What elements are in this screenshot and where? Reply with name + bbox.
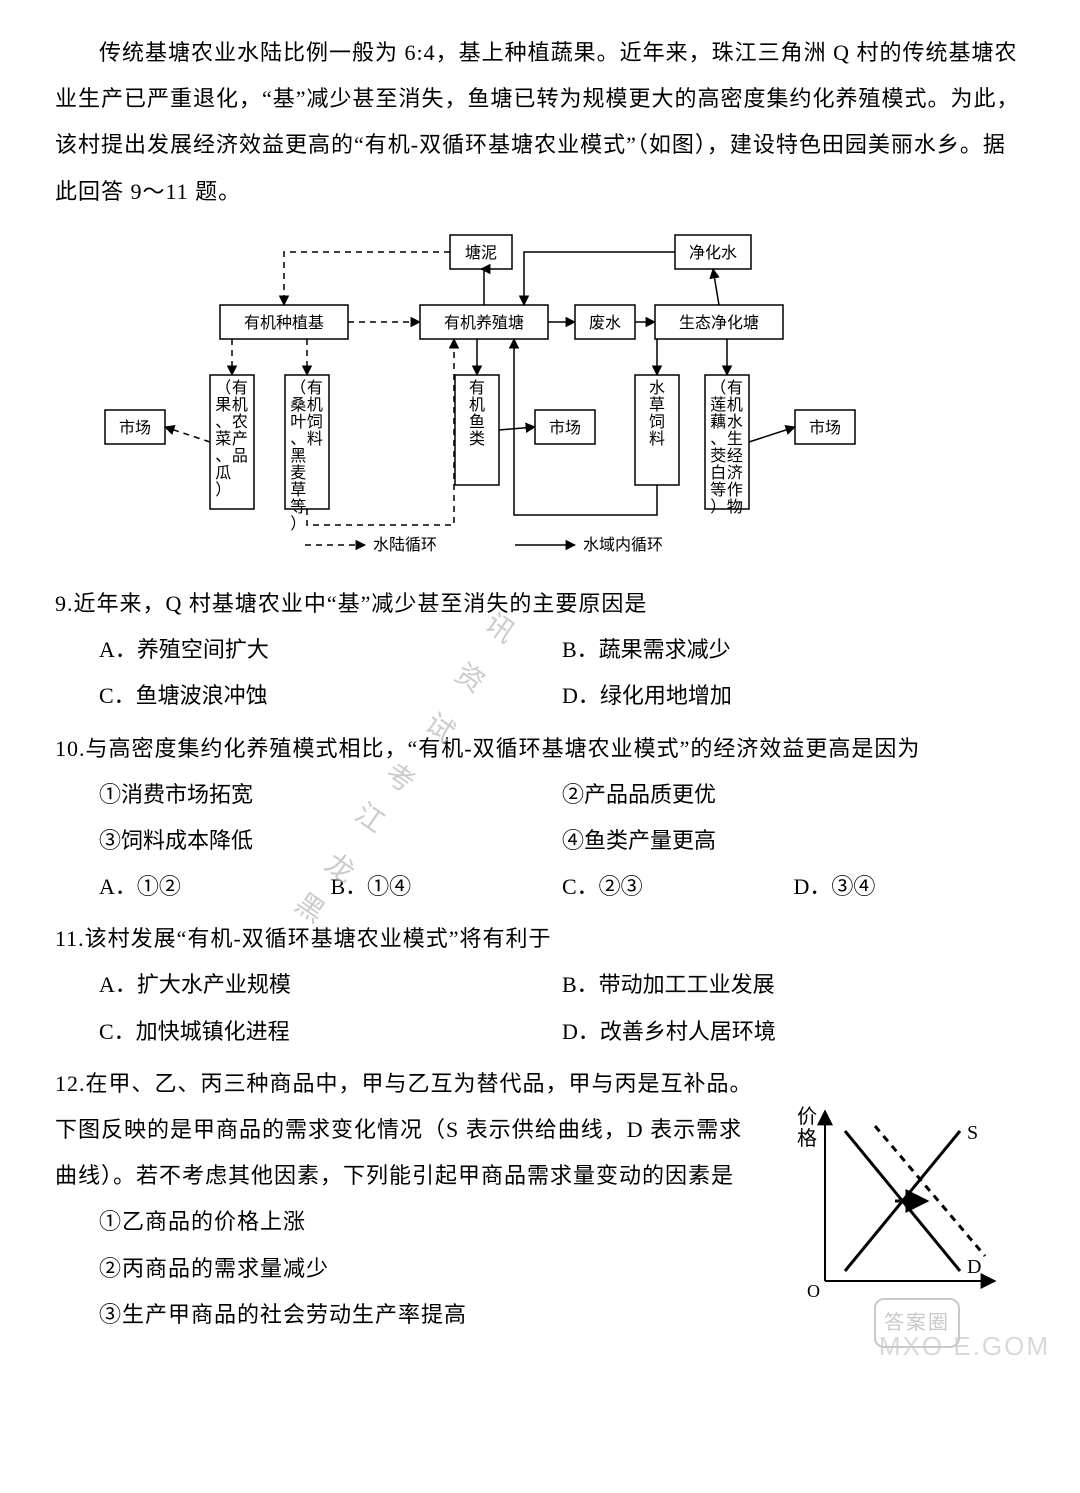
svg-text:有机农产品: 有机农产品: [232, 379, 248, 465]
supply-demand-svg: S D 价格 O: [795, 1101, 1005, 1301]
q10-s3: ③饲料成本降低: [99, 818, 562, 864]
diagram-svg: 塘泥 净化水有机种植基 有机养殖塘 废水 生态净化塘有机农产品（果、菜、瓜） 有机饲料（桑…: [55, 225, 875, 555]
svg-text:废水: 废水: [589, 314, 621, 332]
q12-s2: ②丙商品的需求量减少: [55, 1246, 755, 1292]
q10-s2: ②产品品质更优: [562, 772, 1025, 818]
q10-stem: 10.与高密度集约化养殖模式相比，“有机-双循环基塘农业模式”的经济效益更高是因…: [55, 726, 1025, 772]
svg-text:有机饲料: 有机饲料: [307, 379, 323, 448]
q10-s4: ④鱼类产量更高: [562, 818, 1025, 864]
q10-opt-a: A．①②: [99, 864, 331, 910]
svg-text:净化水: 净化水: [689, 244, 737, 262]
q12-s3: ③生产甲商品的社会劳动生产率提高: [55, 1292, 755, 1338]
q9-opt-b: B．蔬果需求减少: [562, 627, 1025, 673]
svg-text:塘泥: 塘泥: [465, 244, 497, 262]
svg-text:有机养殖塘: 有机养殖塘: [444, 314, 524, 332]
flow-diagram: 塘泥 净化水有机种植基 有机养殖塘 废水 生态净化塘有机农产品（果、菜、瓜） 有机饲料（桑…: [55, 225, 1025, 571]
q9-stem: 9.近年来，Q 村基塘农业中“基”减少甚至消失的主要原因是: [55, 581, 1025, 627]
svg-text:有机种植基: 有机种植基: [244, 314, 324, 332]
passage-text: 传统基塘农业水陆比例一般为 6:4，基上种植蔬果。近年来，珠江三角洲 Q 村的传…: [55, 30, 1025, 215]
q10-statements: ①消费市场拓宽 ②产品品质更优 ③饲料成本降低 ④鱼类产量更高: [55, 772, 1025, 864]
q9-opt-c: C．鱼塘波浪冲蚀: [99, 673, 562, 719]
q12-s1: ①乙商品的价格上涨: [55, 1199, 755, 1245]
svg-text:（莲藕、茭白等）: （莲藕、茭白等）: [710, 379, 726, 516]
q10-opt-c: C．②③: [562, 864, 794, 910]
q11-opt-d: D．改善乡村人居环境: [562, 1009, 1025, 1055]
svg-text:D: D: [967, 1256, 981, 1278]
q11-opt-b: B．带动加工工业发展: [562, 962, 1025, 1008]
svg-text:O: O: [807, 1281, 820, 1301]
svg-text:价: 价: [797, 1106, 817, 1128]
page-root: 传统基塘农业水陆比例一般为 6:4，基上种植蔬果。近年来，珠江三角洲 Q 村的传…: [55, 30, 1025, 1338]
q10-opt-d: D．③④: [794, 864, 1026, 910]
svg-text:格: 格: [797, 1127, 817, 1150]
q12-chart: S D 价格 O: [795, 1101, 1005, 1317]
q11-options: A．扩大水产业规模 B．带动加工工业发展 C．加快城镇化进程 D．改善乡村人居环…: [55, 962, 1025, 1054]
q11-opt-c: C．加快城镇化进程: [99, 1009, 562, 1055]
q12-block: 12.在甲、乙、丙三种商品中，甲与乙互为替代品，甲与丙是互补品。下图反映的是甲商…: [55, 1061, 1025, 1338]
q9-opt-d: D．绿化用地增加: [562, 673, 1025, 719]
svg-text:S: S: [967, 1122, 978, 1144]
svg-text:市场: 市场: [809, 419, 841, 437]
svg-text:水域内循环: 水域内循环: [583, 536, 663, 554]
svg-text:（果、菜、瓜）: （果、菜、瓜）: [215, 379, 231, 499]
svg-text:市场: 市场: [119, 419, 151, 437]
svg-text:水草饲料: 水草饲料: [649, 379, 665, 448]
q11-opt-a: A．扩大水产业规模: [99, 962, 562, 1008]
q9-options: A．养殖空间扩大 B．蔬果需求减少 C．鱼塘波浪冲蚀 D．绿化用地增加: [55, 627, 1025, 719]
svg-text:生态净化塘: 生态净化塘: [679, 314, 759, 332]
q10-options: A．①② B．①④ C．②③ D．③④: [55, 864, 1025, 910]
q11-stem: 11.该村发展“有机-双循环基塘农业模式”将有利于: [55, 916, 1025, 962]
svg-text:有机水生经济作物: 有机水生经济作物: [727, 379, 743, 516]
svg-text:（桑叶、黑麦草等）: （桑叶、黑麦草等）: [290, 379, 306, 533]
svg-text:水陆循环: 水陆循环: [373, 536, 437, 554]
svg-text:有机鱼类: 有机鱼类: [469, 379, 485, 448]
svg-text:市场: 市场: [549, 419, 581, 437]
q10-opt-b: B．①④: [331, 864, 563, 910]
q10-s1: ①消费市场拓宽: [99, 772, 562, 818]
q12-stem: 12.在甲、乙、丙三种商品中，甲与乙互为替代品，甲与丙是互补品。下图反映的是甲商…: [55, 1061, 755, 1200]
q9-opt-a: A．养殖空间扩大: [99, 627, 562, 673]
